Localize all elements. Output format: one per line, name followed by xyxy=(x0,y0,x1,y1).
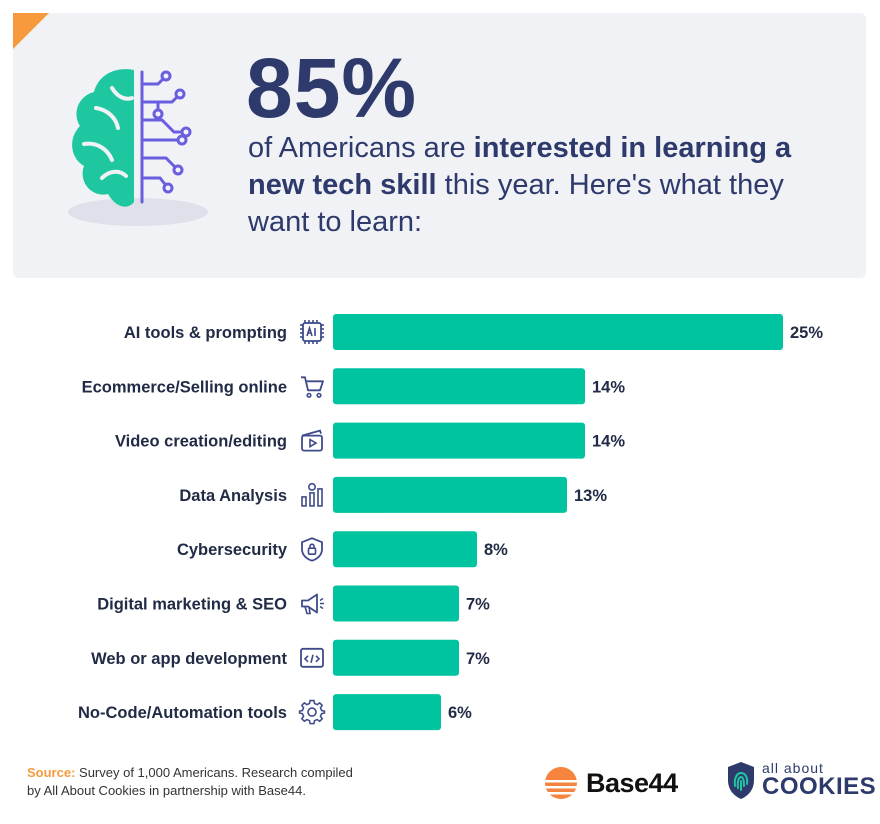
video-clapper-icon xyxy=(301,429,323,452)
allaboutcookies-logo: all about COOKIES xyxy=(726,760,876,800)
value-label: 8% xyxy=(484,541,508,559)
base44-logo: Base44 xyxy=(544,766,678,800)
category-label: No-Code/Automation tools xyxy=(78,704,287,722)
category-label: Data Analysis xyxy=(179,487,287,505)
category-label: Digital marketing & SEO xyxy=(97,596,287,614)
brain-ai-icon xyxy=(68,69,208,226)
bar xyxy=(333,476,567,513)
value-label: 6% xyxy=(448,704,472,722)
cart-icon xyxy=(301,376,324,398)
headline-post: this year. Here's what they want to lear… xyxy=(248,169,784,238)
source-line-1: Survey of 1,000 Americans. Research comp… xyxy=(75,765,353,780)
data-chart-icon xyxy=(301,482,323,507)
gear-icon xyxy=(298,699,326,725)
bar-chart: AI tools & prompting 25% Ecommerce/Selling… xyxy=(78,314,823,731)
base44-sun-icon xyxy=(544,767,578,799)
value-label: 14% xyxy=(592,378,625,396)
shield-lock-icon xyxy=(301,537,323,562)
headline-pre: of Americans are xyxy=(248,132,474,164)
ai-chip-icon xyxy=(300,320,324,344)
header-card xyxy=(13,13,866,278)
value-label: 14% xyxy=(592,433,625,451)
bar xyxy=(333,314,783,350)
headline-text: of Americans are interested in learning … xyxy=(248,130,838,241)
shield-fingerprint-icon xyxy=(728,762,754,799)
value-label: 13% xyxy=(574,487,607,505)
megaphone-icon xyxy=(301,593,324,615)
bar xyxy=(333,639,459,676)
aac-wordmark-top: all about xyxy=(762,760,824,776)
source-note: Source: Survey of 1,000 Americans. Resea… xyxy=(27,764,353,800)
corner-accent xyxy=(13,13,49,49)
category-label: Ecommerce/Selling online xyxy=(82,378,287,396)
base44-wordmark: Base44 xyxy=(586,767,678,798)
category-label: AI tools & prompting xyxy=(124,324,287,342)
bar xyxy=(333,422,585,459)
bar xyxy=(333,531,477,568)
bar xyxy=(333,585,459,622)
aac-wordmark-bottom: COOKIES xyxy=(762,773,877,800)
bar xyxy=(333,368,585,405)
category-label: Video creation/editing xyxy=(115,433,287,451)
category-label: Web or app development xyxy=(91,650,287,668)
bar xyxy=(333,694,441,731)
value-label: 7% xyxy=(466,596,490,614)
category-label: Cybersecurity xyxy=(177,541,288,559)
value-label: 7% xyxy=(466,650,490,668)
value-label: 25% xyxy=(790,324,823,342)
source-line-2: by All About Cookies in partnership with… xyxy=(27,783,306,798)
source-label: Source: xyxy=(27,765,76,780)
code-window-icon xyxy=(300,647,324,668)
headline-bold: interested in learning a new tech skill xyxy=(248,132,792,201)
headline-stat: 85% xyxy=(246,41,418,135)
